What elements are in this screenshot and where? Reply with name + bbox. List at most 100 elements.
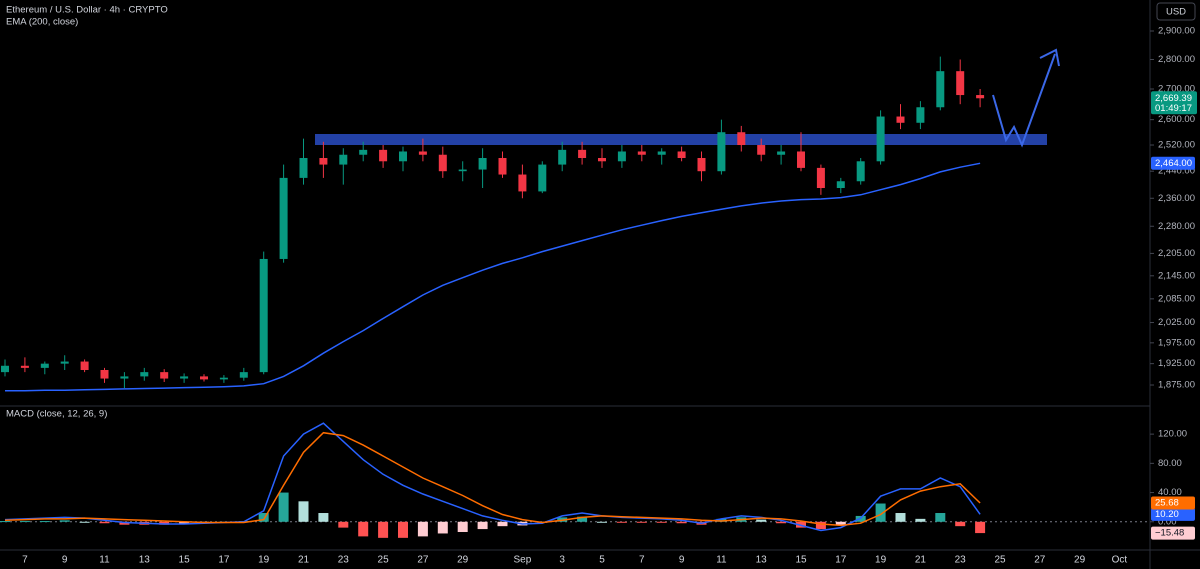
x-tick-label: 3: [559, 555, 565, 566]
y-tick-label: 2,025.00: [1158, 317, 1195, 328]
candle-body: [697, 158, 706, 172]
candle-body: [836, 181, 845, 189]
candle-body: [936, 71, 945, 108]
x-tick-label: 23: [338, 555, 350, 566]
candle-body: [339, 154, 348, 165]
ema-last-label-box: [1151, 156, 1195, 170]
x-tick-label: 25: [378, 555, 390, 566]
x-tick-label: 7: [22, 555, 28, 566]
x-tick-label: 5: [599, 555, 605, 566]
histogram-bar: [79, 521, 90, 523]
x-tick-label: 23: [955, 555, 967, 566]
histogram-bar: [39, 521, 50, 523]
histogram-bar: [358, 521, 369, 537]
y-tick-label: 2,700.00: [1158, 84, 1195, 95]
y-tick-label: 2,600.00: [1158, 114, 1195, 125]
candle-body: [80, 361, 89, 371]
currency-label: USD: [1166, 7, 1186, 18]
histogram-bar: [835, 521, 846, 525]
histogram-bar: [298, 501, 309, 522]
candle-body: [160, 372, 169, 379]
candle-body: [120, 376, 129, 379]
candle-body: [896, 116, 905, 123]
candle-body: [399, 151, 407, 162]
candle-body: [379, 149, 388, 162]
histogram-bar: [437, 521, 448, 534]
candle-body: [498, 158, 507, 175]
histogram-bar: [616, 521, 627, 523]
candle-body: [20, 365, 29, 368]
last-price-box: [1151, 91, 1197, 115]
candle-body: [438, 154, 447, 172]
histogram-bar: [457, 521, 468, 533]
y-tick-label: 40.00: [1158, 487, 1182, 498]
x-tick-label: 27: [1034, 555, 1046, 566]
ema-last-label: 2,464.00: [1155, 158, 1192, 169]
x-tick-label: 13: [756, 555, 768, 566]
support-zone[interactable]: [315, 134, 1047, 145]
candle-body: [777, 151, 786, 155]
histogram-bar: [19, 521, 30, 523]
candle-body: [100, 370, 109, 379]
histogram-bar: [975, 521, 986, 534]
countdown: 01:49:17: [1155, 103, 1192, 114]
y-tick-label: 2,205.00: [1158, 248, 1195, 259]
y-tick-label: 2,360.00: [1158, 193, 1195, 204]
x-tick-label: 27: [417, 555, 429, 566]
candle-body: [418, 151, 427, 155]
candle-body: [478, 158, 487, 170]
x-tick-label: 9: [62, 555, 68, 566]
x-tick-label: 15: [795, 555, 807, 566]
x-tick-label: 11: [99, 555, 110, 566]
histogram-bar: [895, 513, 906, 522]
last-price-label: 2,669.39: [1155, 93, 1192, 104]
macd-last-label-box: [1151, 496, 1195, 510]
macd-last-label: 25.68: [1155, 498, 1179, 509]
candle-body: [239, 372, 248, 378]
symbol-title: Ethereum / U.S. Dollar · 4h · CRYPTO: [6, 5, 168, 16]
y-tick-label: 2,085.00: [1158, 293, 1195, 304]
histogram-last-label-box: [1151, 526, 1195, 540]
ema-line: [5, 162, 981, 392]
candle-body: [518, 174, 527, 192]
histogram-bar: [179, 521, 190, 524]
y-tick-label: 80.00: [1158, 458, 1182, 469]
histogram-bar: [159, 521, 170, 525]
candle-body: [876, 116, 885, 162]
y-tick-label: 2,280.00: [1158, 221, 1195, 232]
candle-body: [598, 158, 606, 162]
histogram-bar: [875, 503, 886, 522]
projection-arrow[interactable]: [992, 53, 1056, 148]
histogram-bar: [398, 521, 408, 538]
histogram-bar: [258, 513, 269, 522]
candle-body: [180, 376, 189, 379]
candle-body: [717, 132, 726, 172]
histogram-bar: [378, 521, 389, 538]
candle-body: [299, 158, 308, 178]
histogram-bar: [597, 521, 607, 523]
candle-body: [856, 161, 865, 182]
arrow-head: [1039, 48, 1060, 67]
candle-body: [458, 169, 467, 172]
x-tick-label: 13: [139, 555, 151, 566]
histogram-bar: [955, 521, 966, 527]
histogram-bar: [278, 492, 289, 522]
candle-body: [538, 164, 547, 192]
candle-body: [757, 145, 766, 155]
x-tick-label: 25: [994, 555, 1006, 566]
candle-body: [359, 149, 368, 155]
candle-body: [259, 258, 268, 373]
ema-legend: EMA (200, close): [6, 17, 78, 28]
candle-body: [916, 107, 925, 123]
x-tick-label: 29: [457, 555, 469, 566]
currency-button[interactable]: [1156, 2, 1196, 21]
candle-body: [737, 132, 746, 146]
histogram-bar: [497, 521, 508, 527]
macd-line: [4, 422, 981, 532]
candle-body: [219, 377, 228, 380]
histogram-bar: [756, 519, 767, 522]
macd-line: [4, 431, 981, 527]
x-tick-label: Oct: [1112, 555, 1128, 566]
